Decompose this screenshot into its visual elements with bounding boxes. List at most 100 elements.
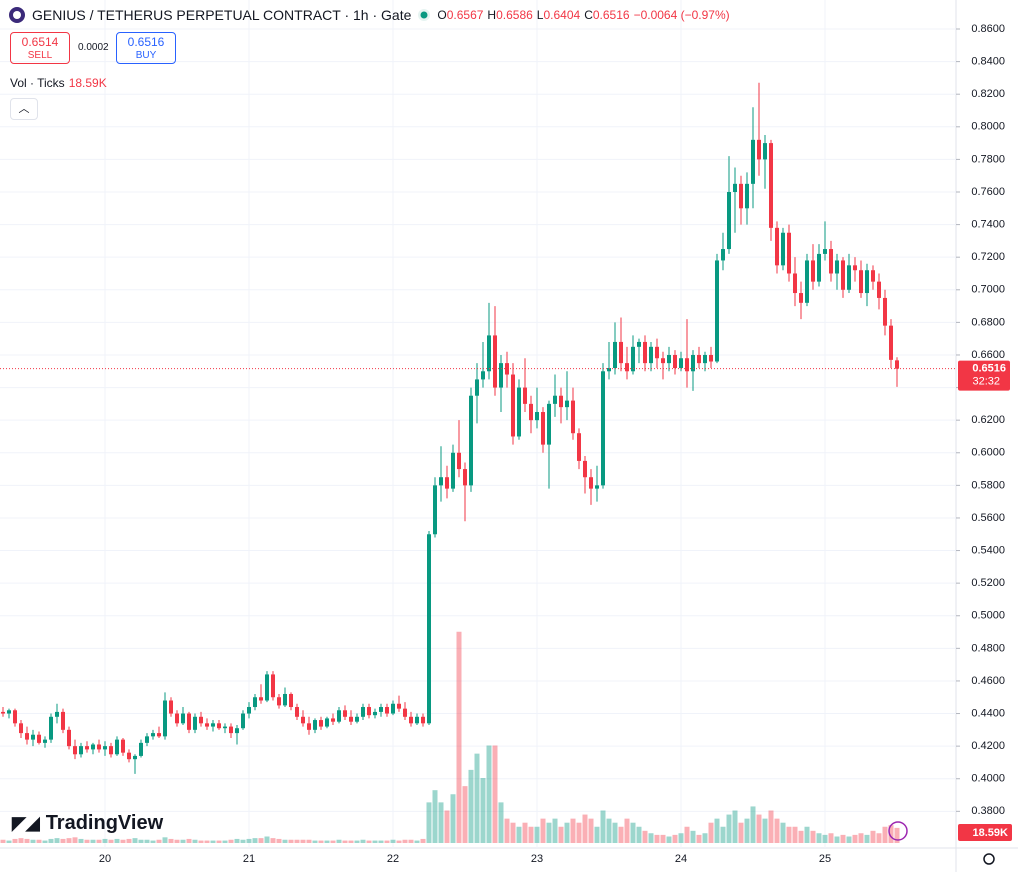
candle-body [673,354,677,369]
volume-bar [288,839,294,843]
candle-body [631,346,635,372]
candle-body [571,400,575,434]
candle-body [601,371,605,486]
volume-bar [744,818,750,843]
x-tick-label: 20 [99,853,111,865]
y-tick-label: 0.6600 [971,349,1005,361]
candle-body [205,723,209,727]
volume-bar [234,838,240,843]
volume-bar [210,840,216,843]
x-tick-label: 21 [243,853,255,865]
ohlc: O0.6567 H0.6586 L0.6404 C0.6516 −0.0064 (−0.… [437,8,733,22]
y-tick-label: 0.5000 [971,610,1005,622]
last-volume-box [958,824,1012,841]
volume-bar [654,834,660,843]
volume-bar [678,833,684,843]
y-tick-label: 0.4600 [971,675,1005,687]
volume-bar [390,839,396,843]
volume-bar [252,838,258,843]
volume-bar [708,822,714,843]
volume-bar [762,818,768,843]
volume-bar [864,834,870,843]
volume-bar [72,837,78,843]
candle-body [187,713,191,730]
candle-body [895,360,899,369]
y-tick-label: 0.5800 [971,479,1005,491]
candle-body [337,710,341,722]
candle-body [799,293,803,303]
volume-bar [264,836,270,843]
volume-bar [840,834,846,843]
volume-bar [444,810,450,843]
spread: 0.0002 [78,42,109,53]
volume-bar [216,840,222,843]
volume-bar [606,818,612,843]
y-tick-label: 0.4800 [971,642,1005,654]
y-tick-label: 0.5200 [971,577,1005,589]
candle-body [883,297,887,326]
volume-bar [750,806,756,843]
volume-bar [798,830,804,843]
volume-bar [438,802,444,843]
candle-body [193,716,197,730]
volume-bar [354,840,360,843]
candle-body [745,183,749,209]
candle-body [355,716,359,722]
volume-bar [408,839,414,843]
brand-logo: ◤◢ TradingView [12,812,164,834]
candle-body [13,710,17,724]
volume-bar [138,839,144,843]
volume-bar [204,840,210,843]
volume-bar [180,839,186,843]
volume-bar [702,833,708,843]
volume-bar [450,794,456,843]
candle-body [145,736,149,743]
candle-body [163,700,167,737]
volume-bar [372,840,378,843]
candle-body [247,707,251,714]
candle-body [313,720,317,730]
candle-body [391,703,395,714]
volume-bar [168,838,174,843]
candle-body [307,723,311,730]
ohlc-key: C [584,8,593,22]
candle-body [265,674,269,701]
candle-body [739,183,743,209]
candle-body [553,395,557,404]
volume-bar [786,826,792,843]
y-tick-label: 0.7200 [971,251,1005,263]
candle-body [481,371,485,380]
ohlc-value: 0.6586 [496,8,533,22]
candle-body [823,249,827,254]
candle-body [769,143,773,228]
candle-body [397,703,401,709]
candle-body [463,469,467,486]
volume-bar [576,822,582,843]
volume-bar [756,814,762,843]
volume-bar [144,839,150,843]
candle-body [199,716,203,724]
collapse-button[interactable]: ︿ [10,98,38,120]
volume-bar [360,839,366,843]
sell-button[interactable]: 0.6514 SELL [10,32,70,64]
candle-body [469,395,473,486]
volume-bar [396,840,402,843]
symbol-title[interactable]: GENIUS / TETHERUS PERPETUAL CONTRACT · 1… [32,7,412,23]
volume-bar [480,778,486,843]
volume-legend: Vol · Ticks 18.59K [10,76,107,90]
candle-body [235,728,239,734]
candle-body [655,346,659,359]
candle-body [277,697,281,706]
candle-body [865,270,869,294]
candle-body [109,746,113,755]
volume-bar [738,822,744,843]
volume-bar [270,838,276,843]
buy-button[interactable]: 0.6516 BUY [116,32,176,64]
candle-body [649,346,653,364]
grid [0,0,956,848]
candle-body [595,485,599,489]
volume-bar [600,810,606,843]
candle-body [817,253,821,282]
